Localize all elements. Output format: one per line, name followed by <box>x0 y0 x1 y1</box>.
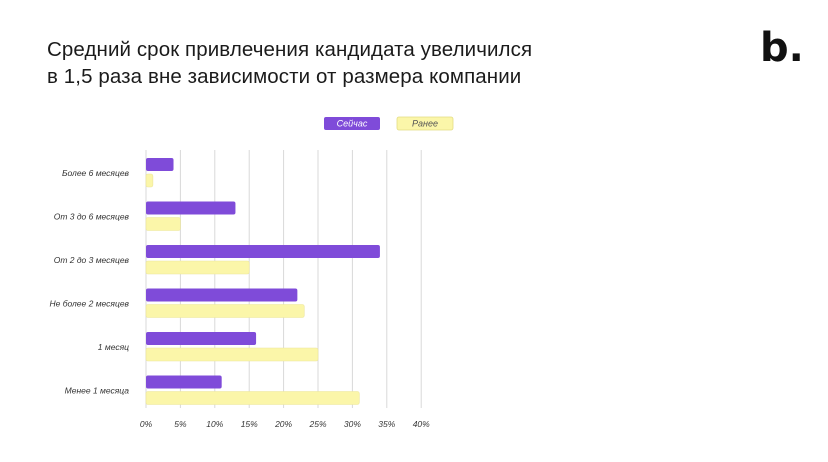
bar-before <box>145 217 181 231</box>
category-label: От 2 до 3 месяцев <box>54 255 130 265</box>
legend-label: Сейчас <box>337 119 368 129</box>
x-tick-label: 10% <box>206 419 223 429</box>
x-tick-label: 5% <box>174 419 187 429</box>
bar-before <box>145 173 154 188</box>
category-label: От 3 до 6 месяцев <box>54 212 130 222</box>
x-tick-label: 25% <box>308 419 326 429</box>
legend-swatch <box>324 117 380 130</box>
bar-now <box>146 158 174 171</box>
category-label: Менее 1 месяца <box>65 386 130 396</box>
legend-swatch <box>396 116 454 131</box>
x-tick-label: 0% <box>140 419 153 429</box>
x-tick-label: 30% <box>344 419 361 429</box>
bar-now <box>146 375 222 389</box>
chart-title: Средний срок привлечения кандидата увели… <box>47 36 667 90</box>
bar-before <box>145 347 319 362</box>
bar-before <box>145 391 360 405</box>
brand-logo: b. <box>760 25 804 71</box>
category-label: 1 месяц <box>98 342 129 352</box>
category-label: Более 6 месяцев <box>62 168 130 178</box>
bar-now <box>146 201 236 215</box>
chart-title-line-2: в 1,5 раза вне зависимости от размера ко… <box>47 65 522 88</box>
bar-now <box>146 288 298 302</box>
x-tick-label: 40% <box>413 419 430 429</box>
bar-before <box>145 304 305 318</box>
x-tick-label: 20% <box>274 419 292 429</box>
bar-before <box>145 260 250 275</box>
legend-label: Ранее <box>412 119 438 129</box>
x-tick-label: 35% <box>378 419 395 429</box>
bar-now <box>146 245 380 258</box>
category-label: Не более 2 месяцев <box>49 299 129 309</box>
x-tick-label: 15% <box>241 419 258 429</box>
bar-now <box>146 332 257 345</box>
chart-title-line-1: Средний срок привлечения кандидата увели… <box>47 38 533 61</box>
